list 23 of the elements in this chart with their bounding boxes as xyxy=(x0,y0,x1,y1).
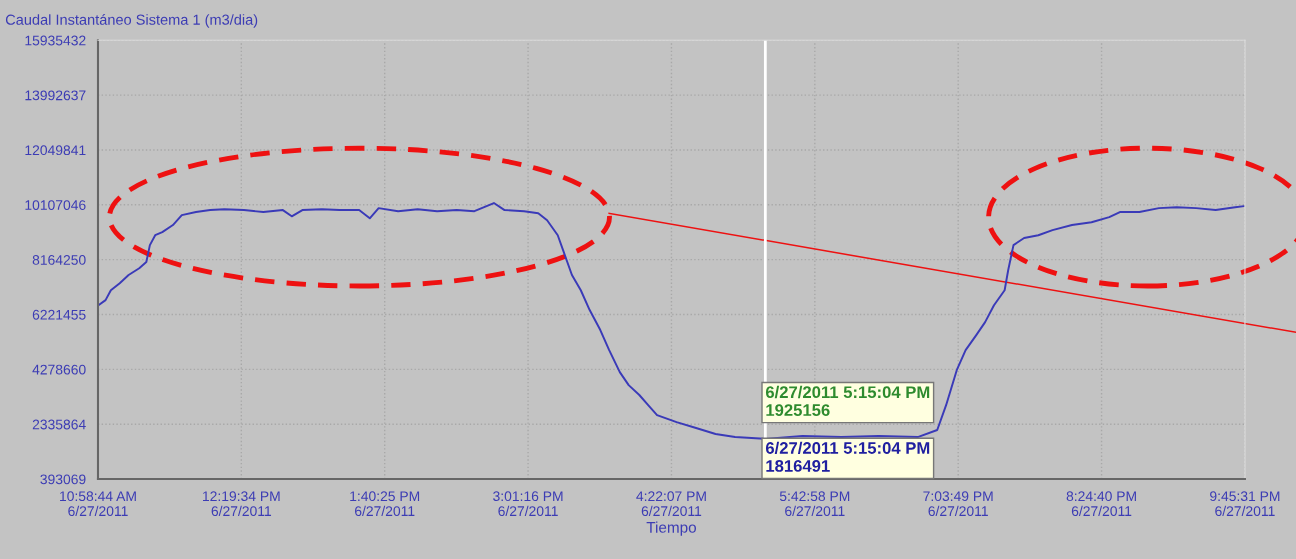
annotation: 6/27/2011 5:15:04 PM 1925156 xyxy=(765,385,930,416)
line-series xyxy=(97,202,1245,440)
y-tick-label: 13992637 xyxy=(25,90,86,101)
x-tick-label: 3:01:16 PM 6/27/2011 xyxy=(493,491,563,517)
annotation: 6/27/2011 5:15:04 PM 1816491 xyxy=(765,441,930,472)
x-tick-label: 1:40:25 PM 6/27/2011 xyxy=(350,491,420,517)
y-tick-label: 6221455 xyxy=(32,309,86,320)
x-tick-label: 7:03:49 PM 6/27/2011 xyxy=(923,491,993,517)
x-tick-label: 8:24:40 PM 6/27/2011 xyxy=(1066,491,1136,517)
y-tick-label: 2335864 xyxy=(32,419,86,430)
x-tick-label: 10:58:44 AM 6/27/2011 xyxy=(60,491,136,517)
y-tick-label: 393069 xyxy=(40,474,86,485)
y-tick-label: 12049841 xyxy=(25,145,86,156)
x-tick-label: 12:19:34 PM 6/27/2011 xyxy=(203,491,280,517)
x-tick-label: 9:45:31 PM 6/27/2011 xyxy=(1210,491,1280,517)
x-axis-title: Tiempo xyxy=(646,521,696,536)
x-tick-label: 4:22:07 PM 6/27/2011 xyxy=(636,491,706,517)
y-tick-label: 10107046 xyxy=(25,200,86,210)
y-tick-label: 4278660 xyxy=(32,364,86,375)
y-tick-label: 8164250 xyxy=(32,254,86,265)
x-tick-label: 5:42:58 PM 6/27/2011 xyxy=(779,491,850,517)
chart-title: Caudal Instantáneo Sistema 1 (m3/dia) xyxy=(5,13,258,28)
y-tick-label: 15935432 xyxy=(25,35,86,46)
